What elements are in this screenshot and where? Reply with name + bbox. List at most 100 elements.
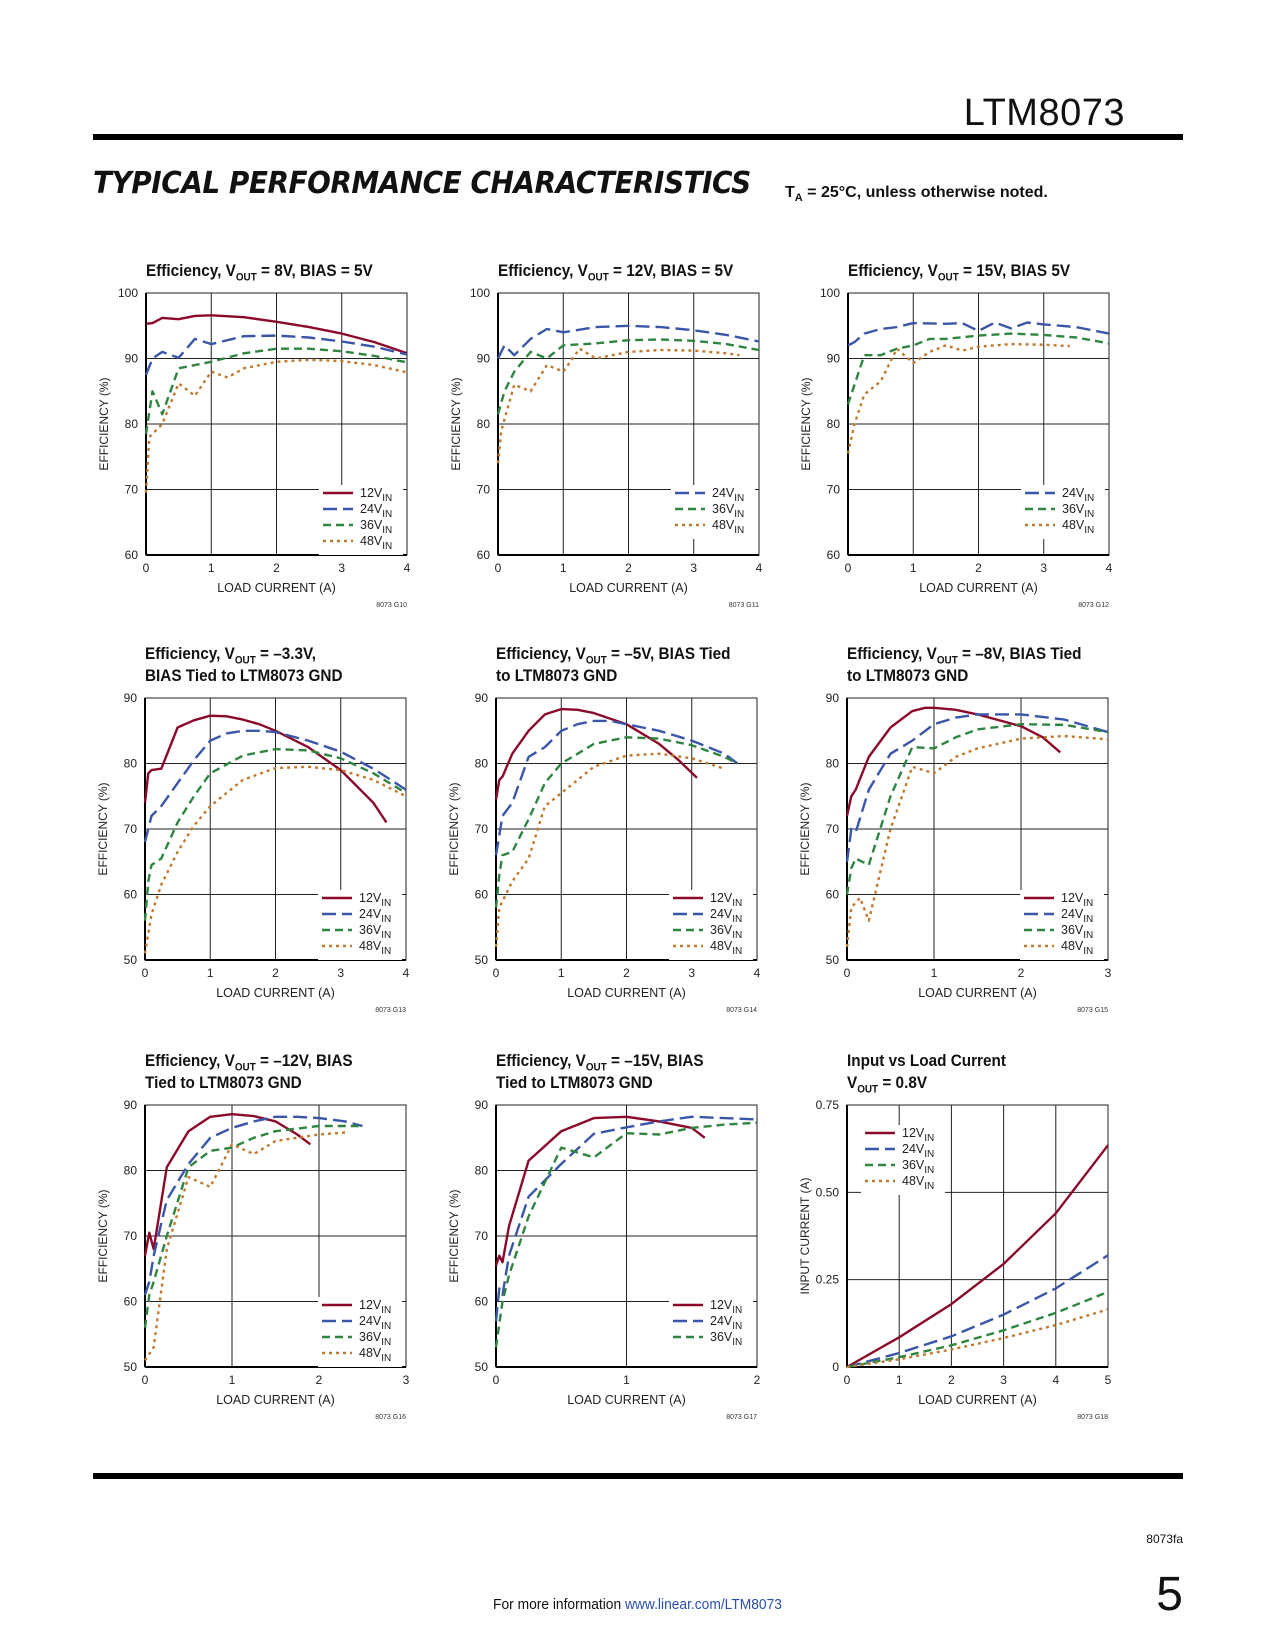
x-tick-label: 4 — [754, 966, 761, 980]
legend-subscript: IN — [732, 946, 742, 957]
figure-code: 8073 G15 — [1077, 1007, 1108, 1014]
x-tick-label: 2 — [316, 1373, 323, 1387]
y-tick-label: 80 — [124, 757, 138, 771]
legend-subscript: IN — [732, 1337, 742, 1348]
legend-series-name: 24V — [359, 1314, 382, 1328]
legend-label: 48VIN — [359, 939, 391, 957]
y-tick-label: 60 — [125, 548, 139, 562]
legend-subscript: IN — [381, 1321, 391, 1332]
legend-subscript: IN — [924, 1181, 934, 1192]
legend-series-name: 48V — [712, 518, 735, 532]
chart-title: Efficiency, VOUT = –8V, BIAS Tied — [847, 642, 1082, 672]
legend-label: 24VIN — [902, 1142, 934, 1160]
chart-title-part: = –12V, BIAS — [255, 1051, 353, 1070]
y-tick-label: 90 — [477, 352, 491, 366]
legend-subscript: IN — [1083, 898, 1093, 909]
x-tick-label: 0 — [845, 561, 852, 575]
series-line-36V — [846, 332, 1110, 405]
x-tick-label: 1 — [931, 966, 938, 980]
x-axis-label: LOAD CURRENT (A) — [919, 581, 1038, 595]
x-tick-label: 0 — [142, 966, 149, 980]
chart-title-part: V — [847, 1073, 858, 1092]
x-axis-label: LOAD CURRENT (A) — [918, 986, 1037, 1000]
legend-subscript: IN — [1084, 525, 1094, 536]
y-tick-label: 70 — [475, 822, 489, 836]
legend-series-name: 36V — [710, 1330, 733, 1344]
chart-title: Efficiency, VOUT = 12V, BIAS = 5V — [498, 259, 733, 289]
y-tick-label: 70 — [124, 1229, 138, 1243]
x-tick-label: 0 — [844, 966, 851, 980]
legend-subscript: IN — [732, 1321, 742, 1332]
legend-subscript: IN — [382, 541, 392, 552]
series-line-48V — [496, 347, 740, 464]
y-tick-label: 60 — [475, 888, 489, 902]
chart-title-part: OUT — [234, 1061, 256, 1074]
chart-title-part: Efficiency, V — [146, 261, 236, 280]
series-line-48V — [144, 358, 408, 493]
y-tick-label: 60 — [826, 888, 840, 902]
x-tick-label: 0 — [495, 561, 502, 575]
y-tick-label: 0 — [832, 1360, 839, 1374]
chart-2: 0 1 2 3 4 60 70 80 90 100 LOAD CURRENT (A) EFFICIEN… — [799, 286, 1113, 609]
x-tick-label: 1 — [560, 561, 567, 575]
chart-0: 0 1 2 3 4 60 70 80 90 100 LOAD CURRENT (A) EFFICIEN… — [97, 286, 411, 609]
y-axis-label: EFFICIENCY (%) — [799, 377, 813, 470]
legend-subscript: IN — [381, 1305, 391, 1316]
chart-title-part: OUT — [857, 1083, 879, 1096]
legend-label: 24VIN — [360, 502, 392, 520]
legend-box — [319, 485, 403, 555]
chart-8: 0 1 2 3 4 5 0 0.25 0.50 0.75 LOAD CURRENT (A) INPUT… — [798, 1098, 1112, 1421]
figure-code: 8073 G12 — [1078, 602, 1109, 609]
y-tick-label: 90 — [475, 691, 489, 705]
legend-label: 48VIN — [710, 939, 742, 957]
legend-label: 12VIN — [1061, 891, 1093, 909]
legend-label: 48VIN — [1061, 939, 1093, 957]
legend-series-name: 36V — [712, 502, 735, 516]
series-line-12V — [143, 1113, 312, 1256]
legend-label: 24VIN — [710, 1314, 742, 1332]
chart-6: 0 1 2 3 50 60 70 80 90 LOAD CURRENT (A) EFFICIENCY… — [96, 1098, 410, 1421]
x-tick-label: 3 — [1105, 966, 1112, 980]
conditions-t: T — [785, 184, 795, 201]
x-axis-label: LOAD CURRENT (A) — [216, 1393, 335, 1407]
legend-series-name: 24V — [1062, 486, 1085, 500]
legend-series-name: 48V — [1062, 518, 1085, 532]
legend-series-name: 36V — [359, 923, 382, 937]
legend-series-name: 12V — [359, 891, 382, 905]
x-tick-label: 3 — [403, 1373, 410, 1387]
x-tick-label: 2 — [975, 561, 982, 575]
figure-code: 8073 G11 — [729, 602, 759, 609]
figure-code: 8073 G17 — [726, 1414, 757, 1421]
legend-box — [1020, 890, 1104, 960]
x-axis-label: LOAD CURRENT (A) — [918, 1393, 1037, 1407]
series-line-48V — [845, 734, 1109, 948]
series-line-12V — [494, 707, 698, 800]
y-tick-label: 90 — [826, 691, 840, 705]
website-link[interactable]: www.linear.com/LTM8073 — [624, 1596, 782, 1613]
legend-subscript: IN — [381, 898, 391, 909]
series-line-24V — [845, 713, 1109, 862]
legend-series-name: 36V — [1061, 923, 1084, 937]
x-tick-label: 3 — [690, 561, 697, 575]
legend-series-name: 12V — [902, 1126, 925, 1140]
legend-subscript: IN — [381, 1353, 391, 1364]
series-line-36V — [143, 747, 407, 921]
x-tick-label: 4 — [404, 561, 411, 575]
legend-subscript: IN — [1083, 946, 1093, 957]
legend-label: 48VIN — [902, 1174, 934, 1192]
y-tick-label: 80 — [124, 1164, 138, 1178]
chart-title-part: = –5V, BIAS Tied — [606, 644, 731, 663]
chart-title-part: Efficiency, V — [848, 261, 938, 280]
y-tick-label: 80 — [125, 417, 139, 431]
chart-title-part: Efficiency, V — [145, 1051, 235, 1070]
series-line-36V — [496, 338, 760, 415]
legend-series-name: 24V — [902, 1142, 925, 1156]
y-tick-label: 70 — [124, 822, 138, 836]
legend-box — [318, 890, 402, 960]
legend-subscript: IN — [732, 914, 742, 925]
x-tick-label: 3 — [1000, 1373, 1007, 1387]
legend-subscript: IN — [381, 946, 391, 957]
chart-title: VOUT = 0.8V — [847, 1071, 927, 1101]
legend-series-name: 48V — [902, 1174, 925, 1188]
chart-title-part: = 0.8V — [878, 1073, 928, 1092]
